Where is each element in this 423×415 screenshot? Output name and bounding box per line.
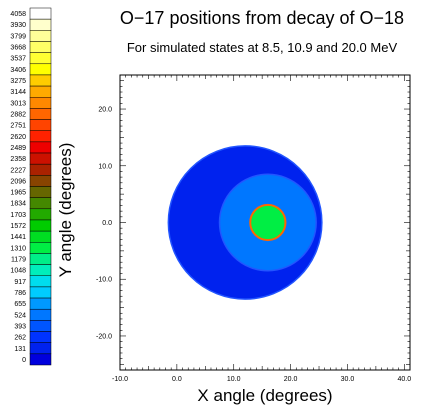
scale-label: 2751 xyxy=(10,123,26,130)
scale-label: 1441 xyxy=(10,234,26,241)
scale-label: 131 xyxy=(14,346,26,353)
scale-label: 2620 xyxy=(10,134,26,141)
scale-label: 786 xyxy=(14,290,26,297)
scale-label: 3013 xyxy=(10,100,26,107)
x-tick-label: 20.0 xyxy=(284,376,298,383)
scale-label: 0 xyxy=(22,357,26,364)
scale-label: 393 xyxy=(14,323,26,330)
scale-label: 2227 xyxy=(10,167,26,174)
scale-label: 1703 xyxy=(10,212,26,219)
color-scale: 4058393037993668353734063275314430132882… xyxy=(10,7,52,366)
ring-edge-2 xyxy=(249,203,287,242)
scale-label: 3537 xyxy=(10,56,26,63)
x-tick-label: 0.0 xyxy=(172,376,182,383)
scale-label: 1179 xyxy=(11,257,26,264)
x-tick-label: 40.0 xyxy=(398,376,412,383)
scale-label: 1310 xyxy=(10,245,26,252)
scale-label: 3930 xyxy=(10,22,26,29)
scale-label: 1048 xyxy=(10,268,26,275)
scale-label: 655 xyxy=(14,301,26,308)
scale-label: 3668 xyxy=(10,45,26,52)
scale-label: 262 xyxy=(14,335,26,342)
scale-label: 2882 xyxy=(10,111,26,118)
chart-title: O−17 positions from decay of O−18 xyxy=(119,8,405,28)
scale-label: 3275 xyxy=(10,78,26,85)
x-axis-label: X angle (degrees) xyxy=(197,386,333,405)
y-tick-label: 0.0 xyxy=(102,220,112,227)
scale-label: 2358 xyxy=(10,156,26,163)
ring-2 xyxy=(250,204,286,241)
scale-label: 917 xyxy=(14,279,26,286)
scale-label: 3406 xyxy=(10,67,26,74)
scale-label: 1965 xyxy=(10,190,26,197)
scale-label: 3799 xyxy=(10,33,26,40)
x-tick-label: 10.0 xyxy=(227,376,241,383)
y-tick-label: -10.0 xyxy=(96,277,112,284)
scale-label: 4058 xyxy=(10,11,26,18)
scale-swatch xyxy=(29,353,52,366)
scale-label: 2489 xyxy=(10,145,26,152)
scale-label: 3144 xyxy=(10,89,26,96)
scale-label: 524 xyxy=(14,312,26,319)
y-tick-label: -20.0 xyxy=(96,333,112,340)
chart-subtitle: For simulated states at 8.5, 10.9 and 20… xyxy=(126,40,398,55)
y-axis-label: Y angle (degrees) xyxy=(56,142,75,278)
scale-label: 1572 xyxy=(10,223,26,230)
ring-edge-1 xyxy=(218,173,317,272)
scale-label: 2096 xyxy=(10,178,26,185)
x-tick-label: 30.0 xyxy=(341,376,355,383)
y-tick-label: 20.0 xyxy=(98,107,112,114)
ring-edge-0 xyxy=(167,145,323,300)
y-tick-label: 10.0 xyxy=(98,163,112,170)
x-tick-label: -10.0 xyxy=(112,376,128,383)
scale-label: 1834 xyxy=(10,201,26,208)
